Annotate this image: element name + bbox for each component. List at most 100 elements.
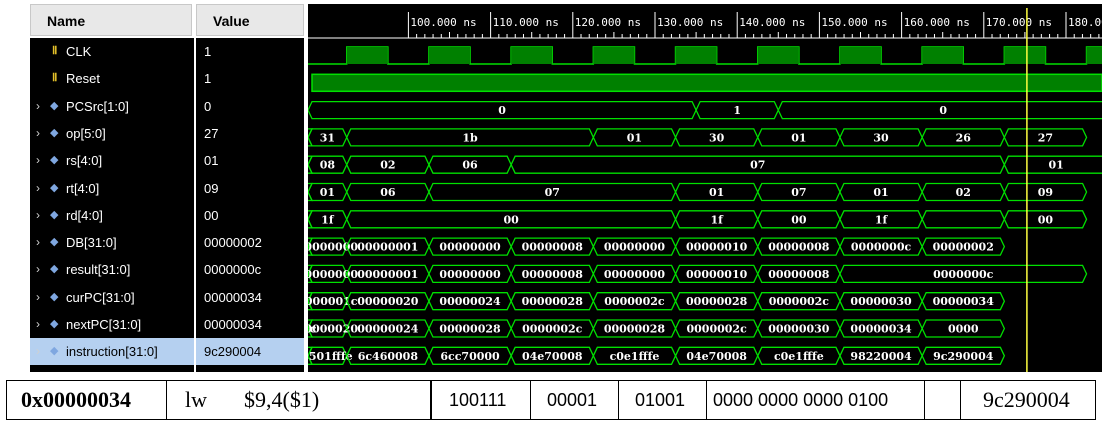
chevron-right-icon[interactable]: › <box>36 235 40 250</box>
bus-value-label: 0 <box>939 104 947 117</box>
bus-value-label: 00000008 <box>522 268 584 281</box>
signal-value-row[interactable]: 00 <box>196 202 304 229</box>
chevron-right-icon[interactable]: › <box>36 153 40 168</box>
bus-value-label: 00000000 <box>308 268 358 281</box>
signal-value-row[interactable]: 09 <box>196 175 304 202</box>
bus-value-label: 1f <box>710 213 724 226</box>
chevron-right-icon[interactable]: › <box>36 262 40 277</box>
value-column-header[interactable]: Value <box>196 4 304 36</box>
bus-value-label: 04e70008 <box>686 350 747 363</box>
bus-segment <box>921 319 1006 338</box>
bus-value-label: 00000010 <box>686 268 748 281</box>
signal-value-row[interactable]: 27 <box>196 120 304 147</box>
bit-signal-icon: Ⅱ <box>52 45 58 57</box>
op-bits-cell: 100111 <box>431 381 531 419</box>
bus-value-label: 0000001c <box>308 323 317 336</box>
bus-value-label: 1b <box>462 131 478 144</box>
signal-value-row[interactable]: 1 <box>196 38 304 65</box>
bus-value-label: 00000034 <box>850 323 912 336</box>
bus-signal-icon: ◆ <box>50 290 59 303</box>
bus-value-label: 09 <box>1038 186 1053 199</box>
bus-segment <box>839 264 1088 284</box>
rt-bits-cell: 01001 <box>619 381 707 419</box>
signal-name: CLK <box>66 44 92 59</box>
clk-high-fill <box>1004 47 1046 64</box>
clk-waveform <box>308 46 1102 65</box>
signal-name: rt[4:0] <box>66 180 100 196</box>
bus-signal-icon: ◆ <box>50 263 59 276</box>
bus-value-label: 00000030 <box>850 295 912 308</box>
chevron-right-icon[interactable]: › <box>36 344 40 359</box>
bus-value-label: 0000001c <box>308 295 358 308</box>
signal-row-pcsrc[interactable]: › ◆ PCSrc[1:0] <box>30 93 194 120</box>
signal-value: 00000002 <box>204 235 262 251</box>
clk-high-fill <box>675 47 717 64</box>
bus-value-label: 00000020 <box>308 323 358 336</box>
signal-value: 00000034 <box>204 317 262 332</box>
signal-row-result[interactable]: › ◆ result[31:0] <box>30 256 194 283</box>
bus-segment <box>1003 182 1088 202</box>
signal-row-rt[interactable]: › ◆ rt[4:0] <box>30 175 194 202</box>
chevron-right-icon[interactable]: › <box>36 125 40 140</box>
waveform-svg[interactable]: 100.000 ns 110.000 ns 120.000 ns 130.000 ns… <box>308 4 1102 372</box>
signal-value-row[interactable]: 9c290004 <box>196 338 304 366</box>
bus-value-label: 01 <box>1049 159 1064 172</box>
bus-segment <box>1003 210 1088 229</box>
bus-value-label: 0000000c <box>933 268 994 281</box>
signal-value-row[interactable]: 0000000c <box>196 256 304 283</box>
signal-row-op[interactable]: › ◆ op[5:0] <box>30 120 194 147</box>
signal-row-curpc[interactable]: › ◆ curPC[31:0] <box>30 284 194 311</box>
chevron-right-icon[interactable]: › <box>36 180 40 195</box>
operands-text: $9,4($1) <box>244 387 320 412</box>
rs-bits-cell: 00001 <box>531 381 619 419</box>
signal-row-clk[interactable]: Ⅱ CLK <box>30 38 194 65</box>
signal-value-row[interactable]: 1 <box>196 65 304 92</box>
signal-value: 0 <box>204 98 212 114</box>
signal-row-reset[interactable]: Ⅱ Reset <box>30 65 194 92</box>
signal-name: Reset <box>66 71 100 87</box>
chevron-right-icon[interactable]: › <box>36 207 40 222</box>
signal-value-row[interactable]: 0 <box>196 93 304 120</box>
signal-name: rd[4:0] <box>66 207 103 223</box>
bus-value-label: 1f <box>875 213 889 226</box>
time-tick-label: 120.000 ns <box>575 16 641 29</box>
signal-row-db[interactable]: › ◆ DB[31:0] <box>30 229 194 256</box>
bus-value-label: 00000020 <box>357 295 419 308</box>
bus-value-label: 00000000 <box>308 241 358 254</box>
chevron-right-icon[interactable]: › <box>36 317 40 331</box>
signal-row-rs[interactable]: › ◆ rs[4:0] <box>30 147 194 174</box>
signal-row-nextpc[interactable]: › ◆ nextPC[31:0] <box>30 311 194 338</box>
bus-value-label: 6cc70000 <box>440 350 500 363</box>
hex-cell: 9c290004 <box>983 387 1070 412</box>
bus-value-label: 01 <box>791 131 806 144</box>
bus-value-label: 00 <box>503 213 519 226</box>
signal-value-row[interactable]: 01 <box>196 147 304 174</box>
bus-value-label: 00 <box>1038 213 1054 226</box>
signal-value: 27 <box>204 125 219 141</box>
bus-value-label: c0e1fffe <box>774 350 824 363</box>
bus-value-label: 0000 <box>948 323 979 336</box>
time-tick-label: 180.000 ns <box>1068 16 1102 29</box>
signal-value-row[interactable]: 00000034 <box>196 311 304 338</box>
signal-name: PCSrc[1:0] <box>66 98 129 114</box>
bus-value-label: 00000008 <box>768 241 830 254</box>
signal-name: DB[31:0] <box>66 235 117 251</box>
signal-row-instruction[interactable]: › ◆ instruction[31:0] <box>30 338 194 366</box>
signal-value-row[interactable]: 00000034 <box>196 284 304 311</box>
bus-value-label: 00000000 <box>604 268 666 281</box>
chevron-right-icon[interactable]: › <box>36 98 40 113</box>
signal-value-row[interactable]: 00000002 <box>196 229 304 256</box>
signal-row-rd[interactable]: › ◆ rd[4:0] <box>30 202 194 229</box>
chevron-right-icon[interactable]: › <box>36 289 40 304</box>
bus-segment <box>777 100 1102 120</box>
signal-name: op[5:0] <box>66 125 106 141</box>
bus-value-label: 08 <box>320 159 336 172</box>
bus-value-label: 00000030 <box>768 323 830 336</box>
bus-value-label: 26 <box>956 131 972 144</box>
clk-high-fill <box>346 47 388 64</box>
bus-value-label: 00000008 <box>768 268 830 281</box>
name-column-header[interactable]: Name <box>30 4 192 36</box>
bus-value-label: 01 <box>320 186 335 199</box>
waveform-area[interactable]: 100.000 ns 110.000 ns 120.000 ns 130.000 ns… <box>308 4 1102 372</box>
bus-segment <box>921 237 1006 256</box>
